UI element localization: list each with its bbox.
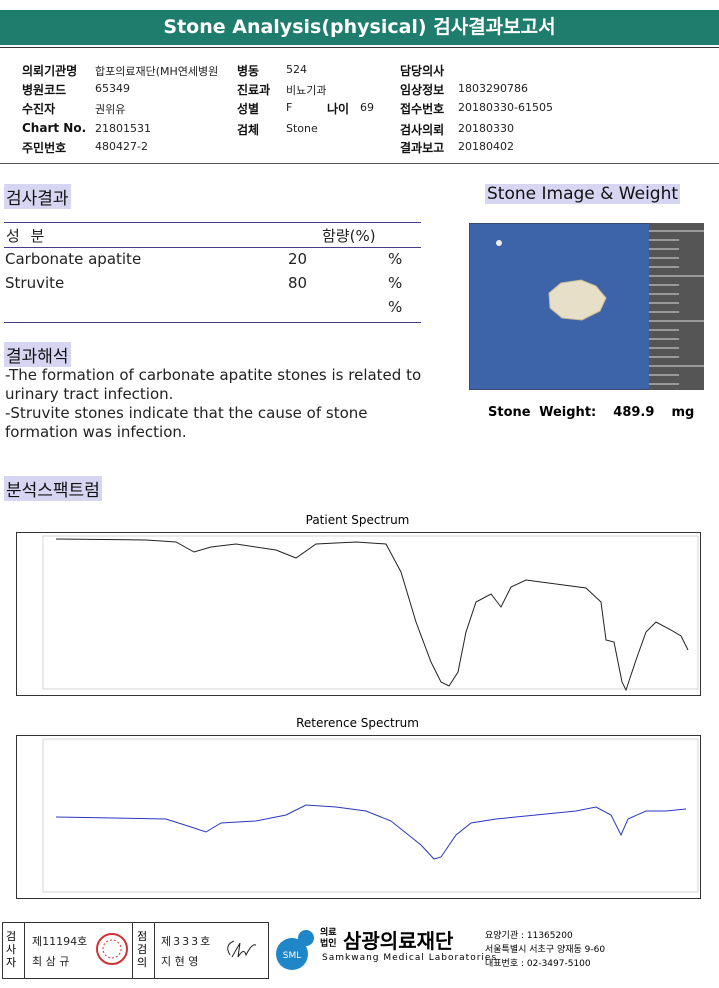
text: 최 삼 규 — [32, 955, 70, 968]
field-value: 65349 — [95, 82, 130, 95]
rule — [4, 247, 421, 248]
text: 서울특별시 서초구 양재동 9-60 — [485, 945, 606, 955]
field-value: F — [286, 101, 293, 114]
rule — [4, 322, 421, 323]
field-label: 진료과 — [237, 83, 271, 97]
field-label: 검체 — [237, 123, 260, 137]
text: -Struvite stones indicate that the cause… — [5, 404, 368, 441]
col-header: 함량(%) — [322, 227, 376, 245]
content: 80 — [288, 274, 308, 292]
signature — [227, 940, 257, 958]
text: 요양기관 : 11365200 — [485, 931, 573, 941]
field-value: 비뇨기과 — [286, 84, 327, 97]
rule — [132, 922, 133, 978]
field-label: Chart No. — [22, 121, 87, 135]
heading: 분석스팩트럼 — [4, 476, 102, 501]
field-value: 합포의료재단(MH연세병원 — [95, 65, 219, 78]
field-value: 20180402 — [458, 140, 514, 153]
field-value: 20180330 — [458, 122, 514, 135]
rule — [154, 922, 155, 978]
logo: SML — [276, 930, 314, 970]
org-name: 삼광의료재단 — [343, 929, 454, 953]
label: 검사자 — [6, 930, 17, 969]
rule — [4, 222, 421, 223]
stone-image — [469, 223, 704, 390]
heading: 결과해석 — [4, 342, 71, 367]
svg-text:SML: SML — [283, 951, 302, 961]
text: 제333호 — [161, 935, 213, 948]
field-label: 담당의사 — [400, 64, 445, 78]
field-value: 20180330-61505 — [458, 101, 553, 114]
rule — [0, 163, 719, 164]
text: 지 현 영 — [161, 955, 199, 968]
field-value: 1803290786 — [458, 82, 528, 95]
field-value: 480427-2 — [95, 140, 148, 153]
field-label: 접수번호 — [400, 102, 445, 116]
unit: mg — [671, 405, 695, 420]
heading: 검사결과 — [4, 184, 71, 209]
spectrum-title: Reterence Spectrum — [296, 716, 419, 730]
content: 20 — [288, 250, 308, 268]
component: Struvite — [5, 274, 65, 292]
component: Carbonate apatite — [5, 250, 142, 268]
field-value: 524 — [286, 63, 307, 76]
field-label: 임상정보 — [400, 83, 445, 97]
field-label: 성별 — [237, 102, 260, 116]
text: 대표번호 : 02-3497-5100 — [485, 959, 591, 969]
spectrum-title: Patient Spectrum — [305, 513, 410, 527]
org-type: 의료법인 — [320, 928, 337, 949]
unit: % — [388, 274, 403, 292]
patient-spectrum — [16, 532, 701, 696]
field-value: Stone — [286, 122, 318, 135]
text: 제11194호 — [32, 935, 88, 948]
value: 489.9 — [613, 405, 655, 420]
col-header: 성 분 — [6, 227, 48, 245]
field-value: 21801531 — [95, 122, 151, 135]
field-label: 검사의뢰 — [400, 123, 445, 137]
reference-spectrum — [16, 735, 701, 899]
field-label: 병동 — [237, 64, 260, 78]
field-label: 병원코드 — [22, 83, 67, 97]
rule — [24, 922, 25, 978]
field-label: 수진자 — [22, 102, 56, 116]
title: Stone Analysis(physical) 검사결과보고서 — [0, 10, 719, 45]
unit: % — [388, 250, 403, 268]
label: Stone Weight: — [488, 405, 597, 420]
signature-box — [2, 922, 269, 979]
field-label: 의뢰기관명 — [22, 64, 78, 78]
field-value: 69 — [360, 101, 374, 114]
field-label: 주민번호 — [22, 141, 67, 155]
heading: Stone Image & Weight — [485, 184, 681, 204]
text: -The formation of carbonate apatite ston… — [5, 366, 422, 403]
field-label: 나이 — [327, 102, 350, 116]
seal — [96, 933, 128, 965]
rule — [0, 47, 719, 48]
weight: Stone Weight: 489.9 mg — [488, 405, 694, 420]
label: 점검의 — [137, 930, 148, 969]
field-label: 결과보고 — [400, 141, 445, 155]
org-en: Samkwang Medical Laboratories — [322, 953, 498, 963]
field-value: 권위유 — [95, 103, 126, 116]
unit: % — [388, 298, 403, 316]
